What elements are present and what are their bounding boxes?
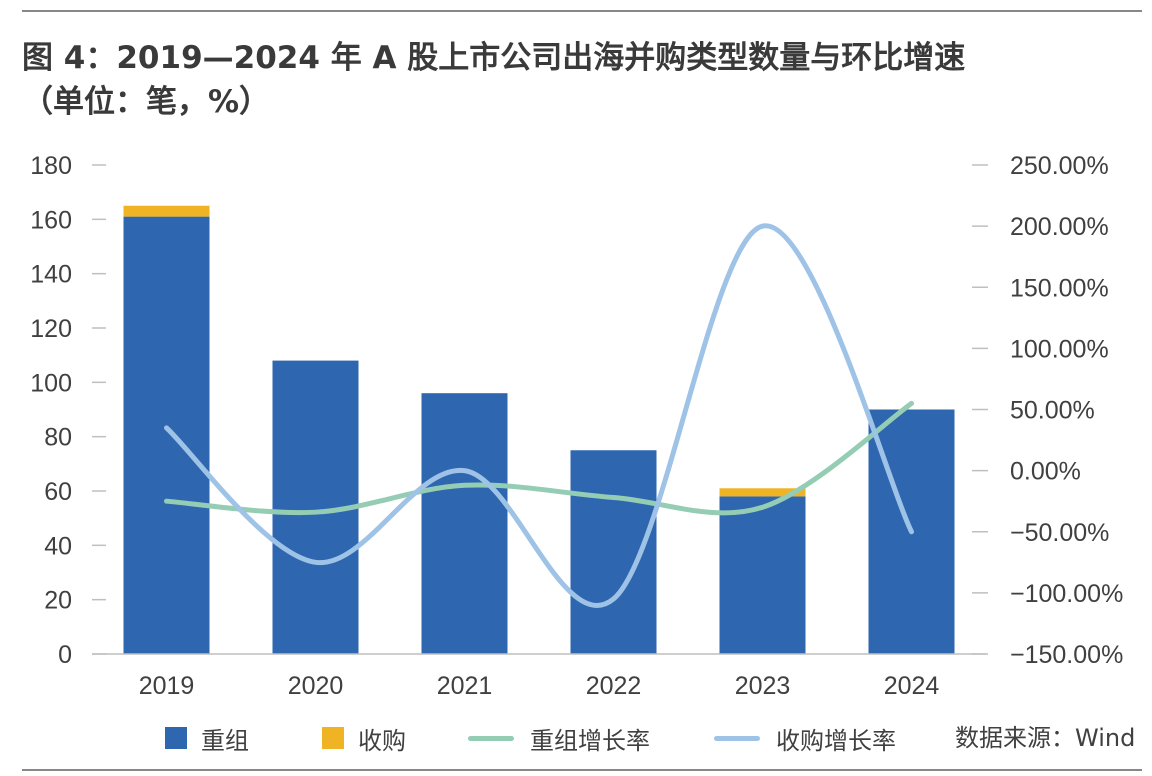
left-axis-tick-label: 20: [44, 587, 72, 615]
legend-item-shougou-growth: 收购增长率: [714, 718, 896, 758]
x-axis-tick-label: 2024: [884, 672, 940, 700]
legend-label-chonzu-growth: 重组增长率: [530, 726, 650, 755]
bar-chonzu-2021: [421, 393, 508, 654]
x-axis-labels: 2019 2020 2021 2022 2023 2024: [139, 672, 940, 700]
bar-shougou-2023: [719, 488, 806, 497]
legend-label-shougou: 收购: [358, 726, 406, 755]
left-axis-tick-label: 60: [44, 478, 72, 506]
bar-chonzu-2022: [570, 450, 657, 654]
legend-item-shougou: 收购: [322, 718, 406, 758]
left-axis-tick-label: 40: [44, 532, 72, 560]
bar-shougou-2019: [123, 205, 210, 217]
left-axis-tick-label: 80: [44, 424, 72, 452]
right-axis-tick-label: 0.00%: [1010, 458, 1081, 486]
right-axis-tick-label: 100.00%: [1010, 335, 1109, 363]
line-series-group: [164, 223, 914, 608]
x-axis-tick-label: 2020: [288, 672, 344, 700]
right-axis-tick-label: −150.00%: [1010, 641, 1123, 669]
bar-series-group: [123, 205, 955, 654]
legend-label-shougou-growth: 收购增长率: [776, 726, 896, 755]
line-chonzu-growth: [164, 400, 914, 516]
x-axis-tick-label: 2021: [437, 672, 493, 700]
left-axis-tick-label: 160: [30, 206, 72, 234]
legend: 重组 收购 重组增长率 收购增长率: [0, 718, 1152, 758]
chart-title-line1: 图 4：2019—2024 年 A 股上市公司出海并购类型数量与环比增速: [22, 40, 966, 76]
x-axis-tick-label: 2023: [735, 672, 791, 700]
line-shougou-growth: [164, 223, 914, 608]
source-note: 数据来源：Wind: [955, 724, 1136, 752]
right-axis-tick-label: 250.00%: [1010, 152, 1109, 180]
legend-item-chonzu: 重组: [165, 718, 249, 758]
left-axis: 0 20 40 60 80 100 120 140 160 180: [30, 152, 106, 669]
right-axis-tick-label: 150.00%: [1010, 274, 1109, 302]
x-axis-tick-label: 2019: [139, 672, 195, 700]
right-axis-tick-label: 50.00%: [1010, 397, 1095, 425]
bar-chonzu-2019: [123, 216, 210, 654]
right-axis-tick-label: −100.00%: [1010, 580, 1123, 608]
chart-title-line2: （单位：笔，%）: [22, 84, 271, 120]
legend-swatch-chonzu-growth: [468, 735, 514, 741]
top-rule: [22, 10, 1142, 12]
legend-swatch-shougou: [322, 727, 344, 749]
bottom-rule: [22, 769, 1142, 771]
legend-swatch-chonzu: [165, 727, 187, 749]
legend-item-chonzu-growth: 重组增长率: [468, 718, 650, 758]
right-axis-tick-label: 200.00%: [1010, 213, 1109, 241]
left-axis-tick-label: 120: [30, 315, 72, 343]
right-axis-tick-label: −50.00%: [1010, 519, 1109, 547]
legend-label-chonzu: 重组: [201, 726, 249, 755]
chart-plot: 0 20 40 60 80 100 120 140 160 180 −150.00% −100.00…: [30, 152, 1123, 700]
right-axis: −150.00% −100.00% −50.00% 0.00% 50.00% 100.00…: [972, 152, 1123, 669]
left-axis-tick-label: 100: [30, 369, 72, 397]
left-axis-tick-label: 0: [58, 641, 72, 669]
bar-chonzu-2023: [719, 496, 806, 654]
left-axis-tick-label: 140: [30, 261, 72, 289]
x-axis-tick-label: 2022: [586, 672, 642, 700]
chart-title: 图 4：2019—2024 年 A 股上市公司出海并购类型数量与环比增速 （单位…: [22, 36, 1132, 124]
left-axis-tick-label: 180: [30, 152, 72, 180]
legend-swatch-shougou-growth: [714, 735, 760, 741]
